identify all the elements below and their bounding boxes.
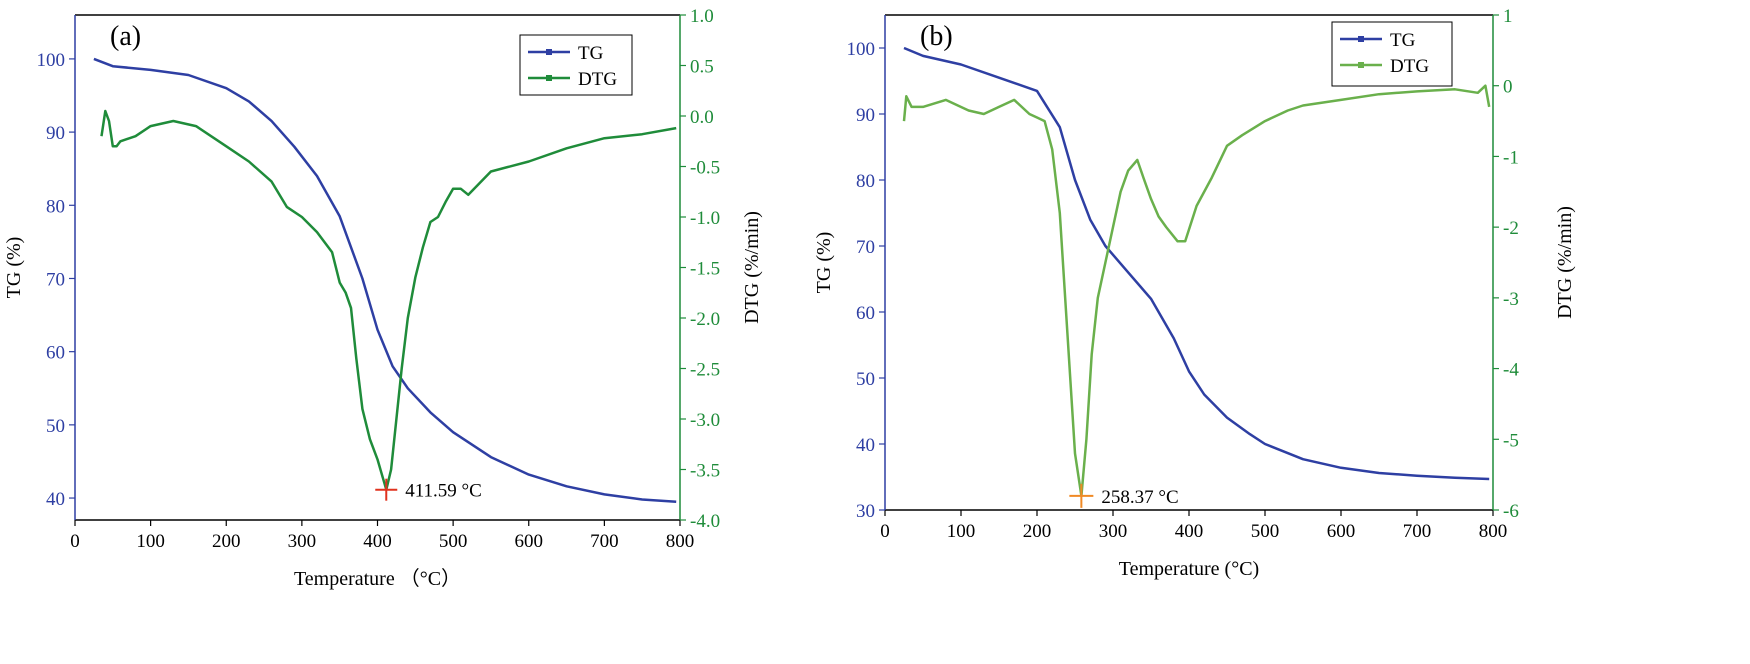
- y-left-axis-title: TG (%): [813, 232, 835, 294]
- legend-box: [519, 34, 633, 96]
- y-right-tick-label: -2: [1503, 218, 1519, 239]
- x-tick-label: 300: [288, 531, 317, 552]
- legend-label-dtg: DTG: [578, 69, 617, 90]
- y-left-tick-label: 40: [856, 435, 875, 456]
- y-right-tick-label: -3.5: [690, 461, 720, 482]
- series-dtg-line: [100, 109, 677, 491]
- x-tick-label: 400: [363, 531, 392, 552]
- peak-annotation: 258.37 °C: [1101, 487, 1178, 508]
- x-axis-title: Temperature （°C）: [294, 567, 461, 590]
- y-right-tick-label: -5: [1503, 430, 1519, 451]
- y-right-axis-title: DTG (%/min): [1554, 206, 1576, 319]
- x-tick-label: 100: [947, 521, 976, 542]
- x-tick-label: 200: [1023, 521, 1052, 542]
- x-tick-label: 500: [1251, 521, 1280, 542]
- series-tg-line: [903, 46, 1490, 481]
- x-tick-label: 800: [666, 531, 695, 552]
- x-tick-label: 0: [70, 531, 80, 552]
- panel-label: (b): [920, 21, 953, 52]
- y-right-tick-label: -4.0: [690, 511, 720, 532]
- y-right-tick-label: -6: [1503, 501, 1519, 522]
- legend-marker-tg: [546, 49, 552, 55]
- y-left-tick-label: 70: [856, 237, 875, 258]
- y-right-tick-label: -4: [1503, 360, 1519, 381]
- y-right-tick-label: -1: [1503, 147, 1519, 168]
- y-right-tick-label: -1.0: [690, 208, 720, 229]
- peak-annotation: 411.59 °C: [405, 481, 482, 502]
- y-left-tick-label: 60: [856, 303, 875, 324]
- y-left-tick-label: 40: [46, 489, 65, 510]
- chart-panel-b: 0 100 200 300 400 500 600 700 800 30 40 50 60 70 80 90 1…: [813, 6, 1576, 580]
- x-tick-label: 200: [212, 531, 241, 552]
- y-left-tick-label: 70: [46, 269, 65, 290]
- series-tg-line: [93, 57, 677, 503]
- x-axis-title: Temperature (°C): [1119, 558, 1259, 580]
- y-right-tick-label: -3: [1503, 289, 1519, 310]
- panel-label: (a): [110, 21, 141, 52]
- legend-label-tg: TG: [578, 43, 604, 64]
- legend-marker-tg: [1358, 36, 1364, 42]
- y-left-tick-label: 80: [46, 196, 65, 217]
- y-left-tick-label: 50: [46, 416, 65, 437]
- x-tick-label: 700: [590, 531, 619, 552]
- y-left-tick-label: 50: [856, 369, 875, 390]
- series-dtg-line: [902, 84, 1491, 498]
- y-right-tick-label: -2.5: [690, 360, 720, 381]
- y-left-tick-label: 100: [37, 50, 66, 71]
- y-right-tick-label: -3.0: [690, 410, 720, 431]
- x-tick-label: 600: [515, 531, 544, 552]
- y-right-tick-label: 0.5: [690, 57, 714, 78]
- x-tick-label: 800: [1479, 521, 1508, 542]
- y-right-tick-label: 1: [1503, 6, 1513, 27]
- y-right-tick-label: 1.0: [690, 6, 714, 27]
- y-left-tick-label: 90: [46, 123, 65, 144]
- y-right-axis-title: DTG (%/min): [741, 211, 763, 324]
- y-right-tick-label: -1.5: [690, 259, 720, 280]
- x-tick-label: 600: [1327, 521, 1356, 542]
- y-right-tick-label: 0.0: [690, 107, 714, 128]
- y-left-tick-label: 80: [856, 171, 875, 192]
- legend-marker-dtg: [1358, 62, 1364, 68]
- y-right-tick-label: 0: [1503, 77, 1513, 98]
- x-tick-label: 300: [1099, 521, 1128, 542]
- y-left-tick-label: 30: [856, 501, 875, 522]
- x-tick-label: 100: [136, 531, 165, 552]
- x-tick-label: 700: [1403, 521, 1432, 542]
- y-right-tick-label: -0.5: [690, 158, 720, 179]
- legend-label-tg: TG: [1390, 30, 1416, 51]
- legend-marker-dtg: [546, 75, 552, 81]
- chart-panel-a: 0 100 200 300 400 500 600 700 800 40 50 60 70 80 90 100…: [3, 6, 763, 590]
- x-tick-label: 0: [880, 521, 890, 542]
- y-right-tick-label: -2.0: [690, 309, 720, 330]
- y-left-tick-label: 60: [46, 343, 65, 364]
- legend-box: [1331, 21, 1453, 87]
- y-left-axis-title: TG (%): [3, 237, 25, 299]
- y-left-tick-label: 90: [856, 105, 875, 126]
- x-tick-label: 500: [439, 531, 468, 552]
- x-tick-label: 400: [1175, 521, 1204, 542]
- legend-label-dtg: DTG: [1390, 56, 1429, 77]
- y-left-tick-label: 100: [847, 39, 876, 60]
